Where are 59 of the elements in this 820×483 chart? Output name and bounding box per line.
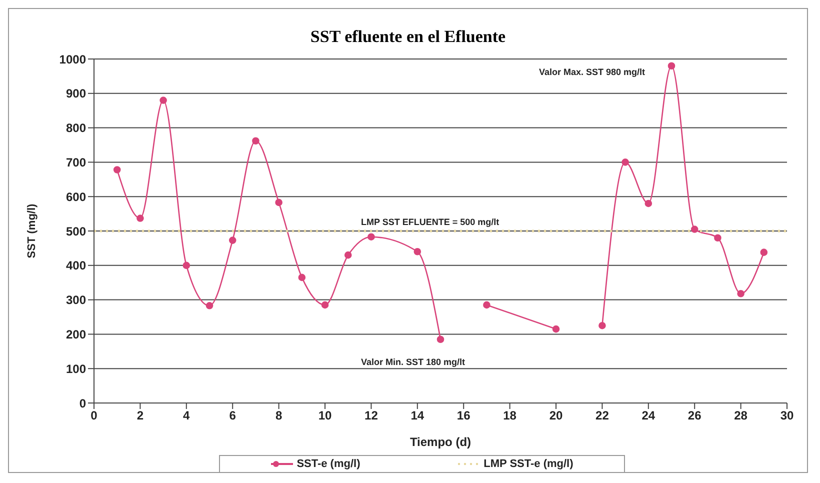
point: [737, 290, 744, 298]
y-tick-label: 700: [66, 155, 86, 170]
point: [136, 214, 144, 222]
y-tick-label: 1000: [59, 52, 86, 66]
y-axis-title: SST (mg/l): [26, 203, 38, 258]
y-tick-label: 0: [79, 396, 86, 410]
point: [228, 236, 236, 244]
legend-label: SST-e (mg/l): [296, 458, 360, 470]
annotation: Valor Max. SST 980 mg/lt: [539, 67, 646, 77]
x-tick-label: 10: [318, 408, 332, 423]
x-tick-label: 22: [596, 408, 610, 423]
point: [483, 301, 490, 309]
x-tick-label: 18: [503, 408, 517, 423]
point: [690, 226, 698, 233]
point: [598, 322, 606, 330]
x-tick-label: 12: [364, 408, 378, 423]
point: [321, 301, 329, 309]
x-tick-label: 0: [90, 408, 98, 423]
y-tick-label: 200: [66, 327, 86, 342]
x-tick-label: 14: [410, 408, 424, 423]
legend-label: LMP SST-e (mg/l): [484, 458, 574, 470]
x-tick-label: 2: [136, 408, 144, 423]
point: [113, 166, 121, 174]
y-tick-label: 100: [66, 362, 86, 376]
point: [182, 262, 190, 270]
x-tick-label: 28: [734, 408, 748, 423]
point: [275, 198, 282, 206]
point: [552, 325, 560, 333]
annotation: LMP SST EFLUENTE = 500 mg/lt: [361, 217, 500, 227]
chart-title: SST efluente en el Efluente: [309, 26, 507, 48]
y-tick-label: 500: [66, 224, 86, 238]
x-tick-label: 20: [549, 408, 563, 423]
x-tick-label: 26: [688, 408, 702, 423]
y-tick-label: 300: [66, 293, 86, 308]
y-tick-label: 800: [66, 121, 86, 136]
point: [368, 233, 375, 240]
point: [206, 302, 214, 310]
point: [714, 234, 722, 242]
annotation: Valor Min. SST 180 mg/lt: [361, 357, 466, 367]
x-tick-label: 4: [183, 408, 190, 423]
point: [760, 248, 768, 256]
point: [644, 200, 652, 208]
point: [668, 62, 676, 70]
point: [344, 251, 352, 259]
x-axis-title: Tiempo (d): [410, 435, 472, 449]
x-tick-label: 16: [456, 408, 471, 423]
y-tick-label: 400: [66, 258, 86, 273]
point: [436, 336, 444, 344]
x-tick-label: 30: [780, 408, 794, 423]
point: [160, 96, 167, 104]
y-tick-label: 900: [66, 86, 86, 101]
x-tick-label: 6: [229, 408, 236, 423]
y-tick-label: 600: [66, 190, 86, 204]
point: [252, 137, 260, 145]
x-tick-label: 24: [642, 408, 656, 423]
point: [298, 274, 306, 282]
point: [622, 158, 629, 166]
point: [414, 248, 422, 256]
x-tick-label: 8: [275, 408, 282, 423]
